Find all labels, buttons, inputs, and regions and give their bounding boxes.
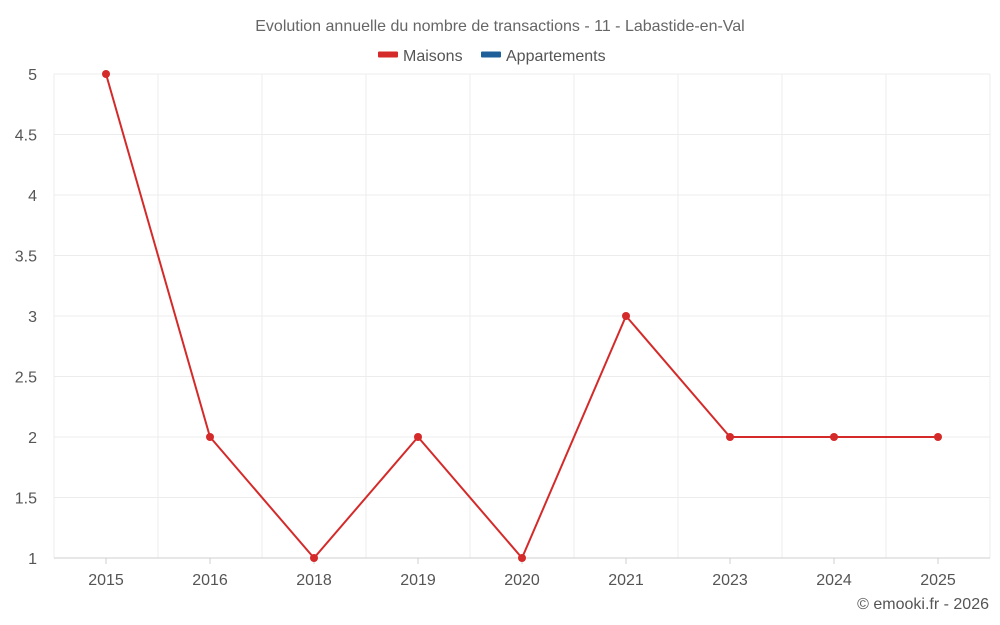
- legend-item-appartements[interactable]: Appartements: [481, 48, 606, 65]
- data-point-maisons[interactable]: [622, 312, 630, 320]
- y-tick-label: 2.5: [15, 370, 37, 387]
- x-tick-label: 2025: [920, 572, 956, 589]
- y-tick-label: 4.5: [15, 128, 37, 145]
- x-tick-label: 2023: [712, 572, 748, 589]
- legend-label-appartements: Appartements: [506, 48, 606, 65]
- legend-label-maisons: Maisons: [403, 48, 463, 65]
- legend: Maisons Appartements: [378, 48, 606, 65]
- legend-item-maisons[interactable]: Maisons: [378, 48, 463, 65]
- y-tick-label: 3.5: [15, 249, 37, 266]
- x-tick-label: 2015: [88, 572, 124, 589]
- legend-swatch-maisons: [378, 51, 398, 58]
- y-tick-label: 3: [28, 309, 37, 326]
- y-tick-label: 4: [28, 188, 37, 205]
- credit-text: © emooki.fr - 2026: [857, 596, 989, 613]
- series-layer: [102, 70, 942, 562]
- y-tick-label: 1: [28, 551, 37, 568]
- axes: 1 1.5 2 2.5 3 3.5 4 4.5 5 2015 2016 2018 2019 2020 202…: [15, 67, 990, 589]
- data-point-maisons[interactable]: [102, 70, 110, 78]
- data-point-maisons[interactable]: [934, 433, 942, 441]
- data-point-maisons[interactable]: [206, 433, 214, 441]
- chart-title: Evolution annuelle du nombre de transact…: [255, 18, 744, 35]
- data-point-maisons[interactable]: [310, 554, 318, 562]
- data-point-maisons[interactable]: [414, 433, 422, 441]
- y-tick-label: 5: [28, 67, 37, 84]
- legend-swatch-appartements: [481, 51, 501, 58]
- x-tick-label: 2016: [192, 572, 228, 589]
- x-tick-label: 2018: [296, 572, 332, 589]
- y-tick-label: 2: [28, 430, 37, 447]
- x-tick-label: 2024: [816, 572, 852, 589]
- data-point-maisons[interactable]: [830, 433, 838, 441]
- data-point-maisons[interactable]: [518, 554, 526, 562]
- x-tick-label: 2020: [504, 572, 540, 589]
- x-tick-label: 2021: [608, 572, 644, 589]
- grid: [53, 73, 991, 559]
- x-tick-label: 2019: [400, 572, 436, 589]
- data-point-maisons[interactable]: [726, 433, 734, 441]
- y-tick-label: 1.5: [15, 491, 37, 508]
